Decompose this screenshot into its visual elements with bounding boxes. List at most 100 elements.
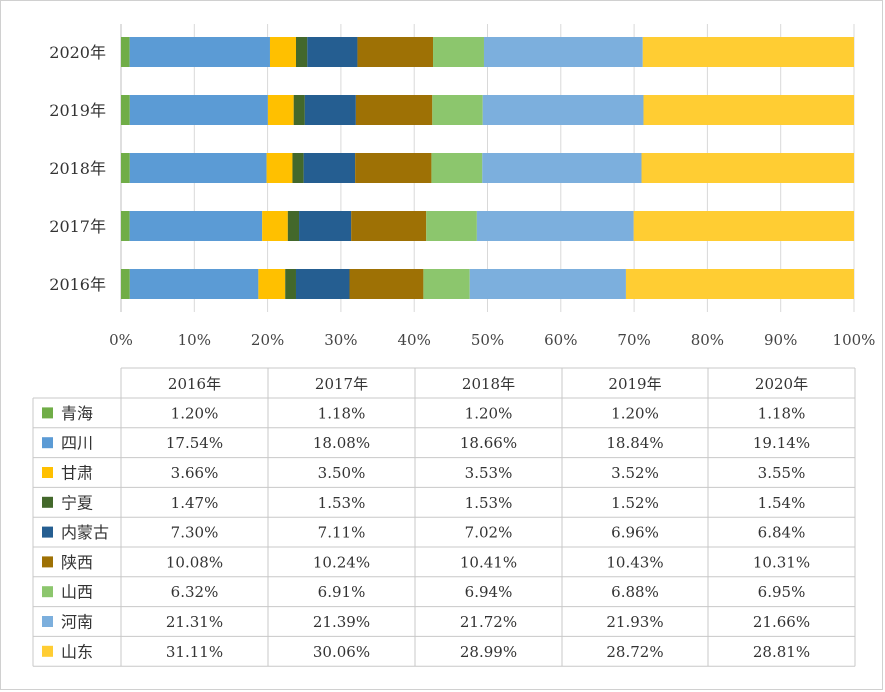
- bar-segment: [307, 37, 358, 67]
- table-cell-value: 6.88%: [611, 583, 659, 601]
- table-header: 2020年: [755, 375, 808, 393]
- legend-swatch: [42, 586, 53, 598]
- bar-segment: [258, 269, 286, 299]
- bar-segment: [262, 211, 288, 241]
- bar-segment: [482, 95, 644, 125]
- table-cell-value: 3.52%: [611, 464, 659, 482]
- bar-segment: [129, 269, 259, 299]
- table-cell-value: 3.50%: [318, 464, 366, 482]
- bar-segment: [355, 95, 433, 125]
- bar-segment: [423, 269, 470, 299]
- bar-segment: [625, 269, 854, 299]
- table-cell-value: 1.20%: [465, 404, 513, 422]
- bar-segment: [121, 37, 130, 67]
- table-cell-value: 6.32%: [171, 583, 219, 601]
- table-cell-value: 7.11%: [318, 524, 366, 542]
- x-tick-label: 40%: [398, 331, 431, 349]
- bar-segment: [643, 95, 854, 125]
- table-cell-value: 10.41%: [460, 553, 517, 571]
- series-name: 山东: [61, 642, 93, 661]
- table-cell-value: 1.52%: [611, 494, 659, 512]
- table-cell-value: 30.06%: [313, 643, 370, 661]
- table-cell-value: 18.84%: [606, 434, 663, 452]
- bar-segment: [269, 37, 297, 67]
- series-name: 甘肃: [61, 464, 93, 483]
- table-cell-value: 10.24%: [313, 553, 370, 571]
- table-cell-value: 3.55%: [758, 464, 806, 482]
- legend-swatch: [42, 616, 53, 627]
- bar-segment: [285, 269, 296, 299]
- table-cell-value: 1.18%: [758, 404, 806, 422]
- table-cell-value: 28.81%: [753, 643, 810, 661]
- table-cell-value: 7.02%: [465, 524, 513, 542]
- bar-segment: [266, 153, 293, 183]
- legend-swatch: [42, 496, 53, 508]
- table-cell-value: 18.66%: [460, 434, 517, 452]
- table-cell-value: 17.54%: [166, 434, 223, 452]
- table-cell-value: 10.31%: [753, 553, 810, 571]
- table-cell-value: 28.99%: [460, 643, 517, 661]
- bar-segment: [121, 153, 130, 183]
- bar-segment: [431, 153, 483, 183]
- bar-segment: [121, 95, 130, 125]
- table-cell-value: 1.53%: [465, 494, 513, 512]
- table-cell-value: 6.91%: [318, 583, 366, 601]
- bar-segment: [304, 95, 356, 125]
- bar-segment: [469, 269, 626, 299]
- series-name: 内蒙古: [61, 523, 109, 542]
- bar-segment: [351, 211, 427, 241]
- series-name: 山西: [61, 583, 93, 602]
- bar-segment: [426, 211, 477, 241]
- series-name: 陕西: [61, 553, 93, 572]
- table-cell-value: 10.08%: [166, 553, 223, 571]
- legend-swatch: [42, 556, 53, 568]
- table-cell-value: 21.72%: [460, 613, 517, 631]
- table-cell-value: 3.66%: [171, 464, 219, 482]
- table-cell-value: 1.54%: [758, 494, 806, 512]
- series-name: 宁夏: [61, 493, 93, 512]
- category-label: 2017年: [49, 217, 106, 236]
- bar-segment: [357, 37, 434, 67]
- x-tick-label: 80%: [691, 331, 724, 349]
- table-cell-value: 3.53%: [465, 464, 513, 482]
- table-cell-value: 31.11%: [166, 643, 223, 661]
- table-cell-value: 21.39%: [313, 613, 370, 631]
- bar-segment: [292, 153, 304, 183]
- x-tick-label: 100%: [833, 331, 876, 349]
- table-cell-value: 6.94%: [465, 583, 513, 601]
- bar-segment: [641, 153, 854, 183]
- bar-segment: [129, 211, 263, 241]
- category-label: 2020年: [49, 43, 106, 62]
- bar-segment: [121, 269, 130, 299]
- x-tick-label: 70%: [617, 331, 650, 349]
- bar-segment: [642, 37, 854, 67]
- table-cell-value: 7.30%: [171, 524, 219, 542]
- table-header: 2019年: [608, 375, 661, 393]
- category-label: 2018年: [49, 159, 106, 178]
- table-cell-value: 28.72%: [606, 643, 663, 661]
- bar-segment: [483, 37, 643, 67]
- table-header: 2016年: [168, 375, 221, 393]
- bar-segment: [295, 269, 350, 299]
- table-cell-value: 18.08%: [313, 434, 370, 452]
- table-cell-value: 1.18%: [318, 404, 366, 422]
- x-tick-label: 30%: [324, 331, 357, 349]
- bar-segment: [287, 211, 300, 241]
- table-cell-value: 1.53%: [318, 494, 366, 512]
- table-cell-value: 1.20%: [611, 404, 659, 422]
- category-label: 2016年: [49, 275, 106, 294]
- bar-segment: [296, 37, 308, 67]
- category-label: 2019年: [49, 101, 106, 120]
- bar-segment: [129, 37, 270, 67]
- bar-segment: [293, 95, 305, 125]
- series-name: 青海: [61, 404, 93, 423]
- series-name: 河南: [61, 613, 93, 632]
- x-tick-label: 90%: [764, 331, 797, 349]
- table-cell-value: 21.93%: [606, 613, 663, 631]
- x-tick-label: 10%: [178, 331, 211, 349]
- bar-segment: [633, 211, 854, 241]
- bar-segment: [303, 153, 356, 183]
- bar-segment: [349, 269, 424, 299]
- x-tick-label: 20%: [251, 331, 284, 349]
